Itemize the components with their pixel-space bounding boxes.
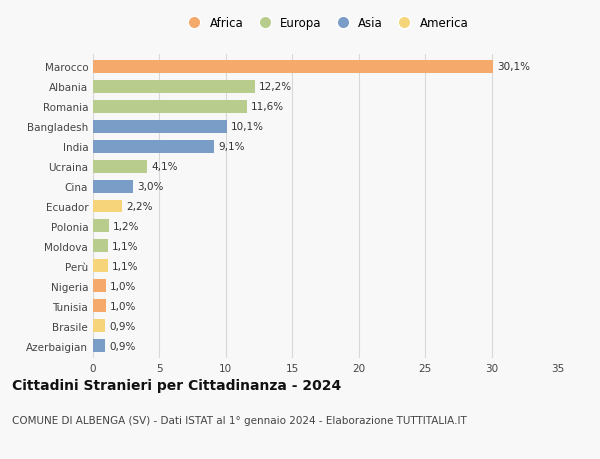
- Text: 1,0%: 1,0%: [110, 301, 137, 311]
- Bar: [93, 80, 255, 94]
- Text: 30,1%: 30,1%: [497, 62, 530, 72]
- Text: 4,1%: 4,1%: [151, 162, 178, 172]
- Text: 12,2%: 12,2%: [259, 82, 292, 92]
- Bar: [93, 200, 122, 213]
- Text: Cittadini Stranieri per Cittadinanza - 2024: Cittadini Stranieri per Cittadinanza - 2…: [12, 379, 341, 392]
- Bar: [93, 220, 109, 233]
- Bar: [93, 180, 133, 193]
- Bar: [93, 101, 247, 113]
- Bar: [93, 240, 107, 253]
- Text: 1,1%: 1,1%: [112, 261, 138, 271]
- Bar: [93, 280, 106, 293]
- Legend: Africa, Europa, Asia, America: Africa, Europa, Asia, America: [178, 12, 473, 35]
- Text: 10,1%: 10,1%: [231, 122, 264, 132]
- Text: 0,9%: 0,9%: [109, 341, 136, 351]
- Text: 11,6%: 11,6%: [251, 102, 284, 112]
- Bar: [93, 160, 148, 173]
- Bar: [93, 120, 227, 133]
- Bar: [93, 260, 107, 273]
- Text: 1,0%: 1,0%: [110, 281, 137, 291]
- Bar: [93, 300, 106, 313]
- Text: 0,9%: 0,9%: [109, 321, 136, 331]
- Bar: [93, 319, 105, 333]
- Bar: [93, 140, 214, 153]
- Bar: [93, 340, 105, 353]
- Text: COMUNE DI ALBENGA (SV) - Dati ISTAT al 1° gennaio 2024 - Elaborazione TUTTITALIA: COMUNE DI ALBENGA (SV) - Dati ISTAT al 1…: [12, 415, 467, 425]
- Text: 1,1%: 1,1%: [112, 241, 138, 252]
- Text: 9,1%: 9,1%: [218, 142, 244, 152]
- Text: 2,2%: 2,2%: [126, 202, 153, 212]
- Text: 1,2%: 1,2%: [113, 222, 139, 231]
- Text: 3,0%: 3,0%: [137, 182, 163, 191]
- Bar: [93, 61, 493, 73]
